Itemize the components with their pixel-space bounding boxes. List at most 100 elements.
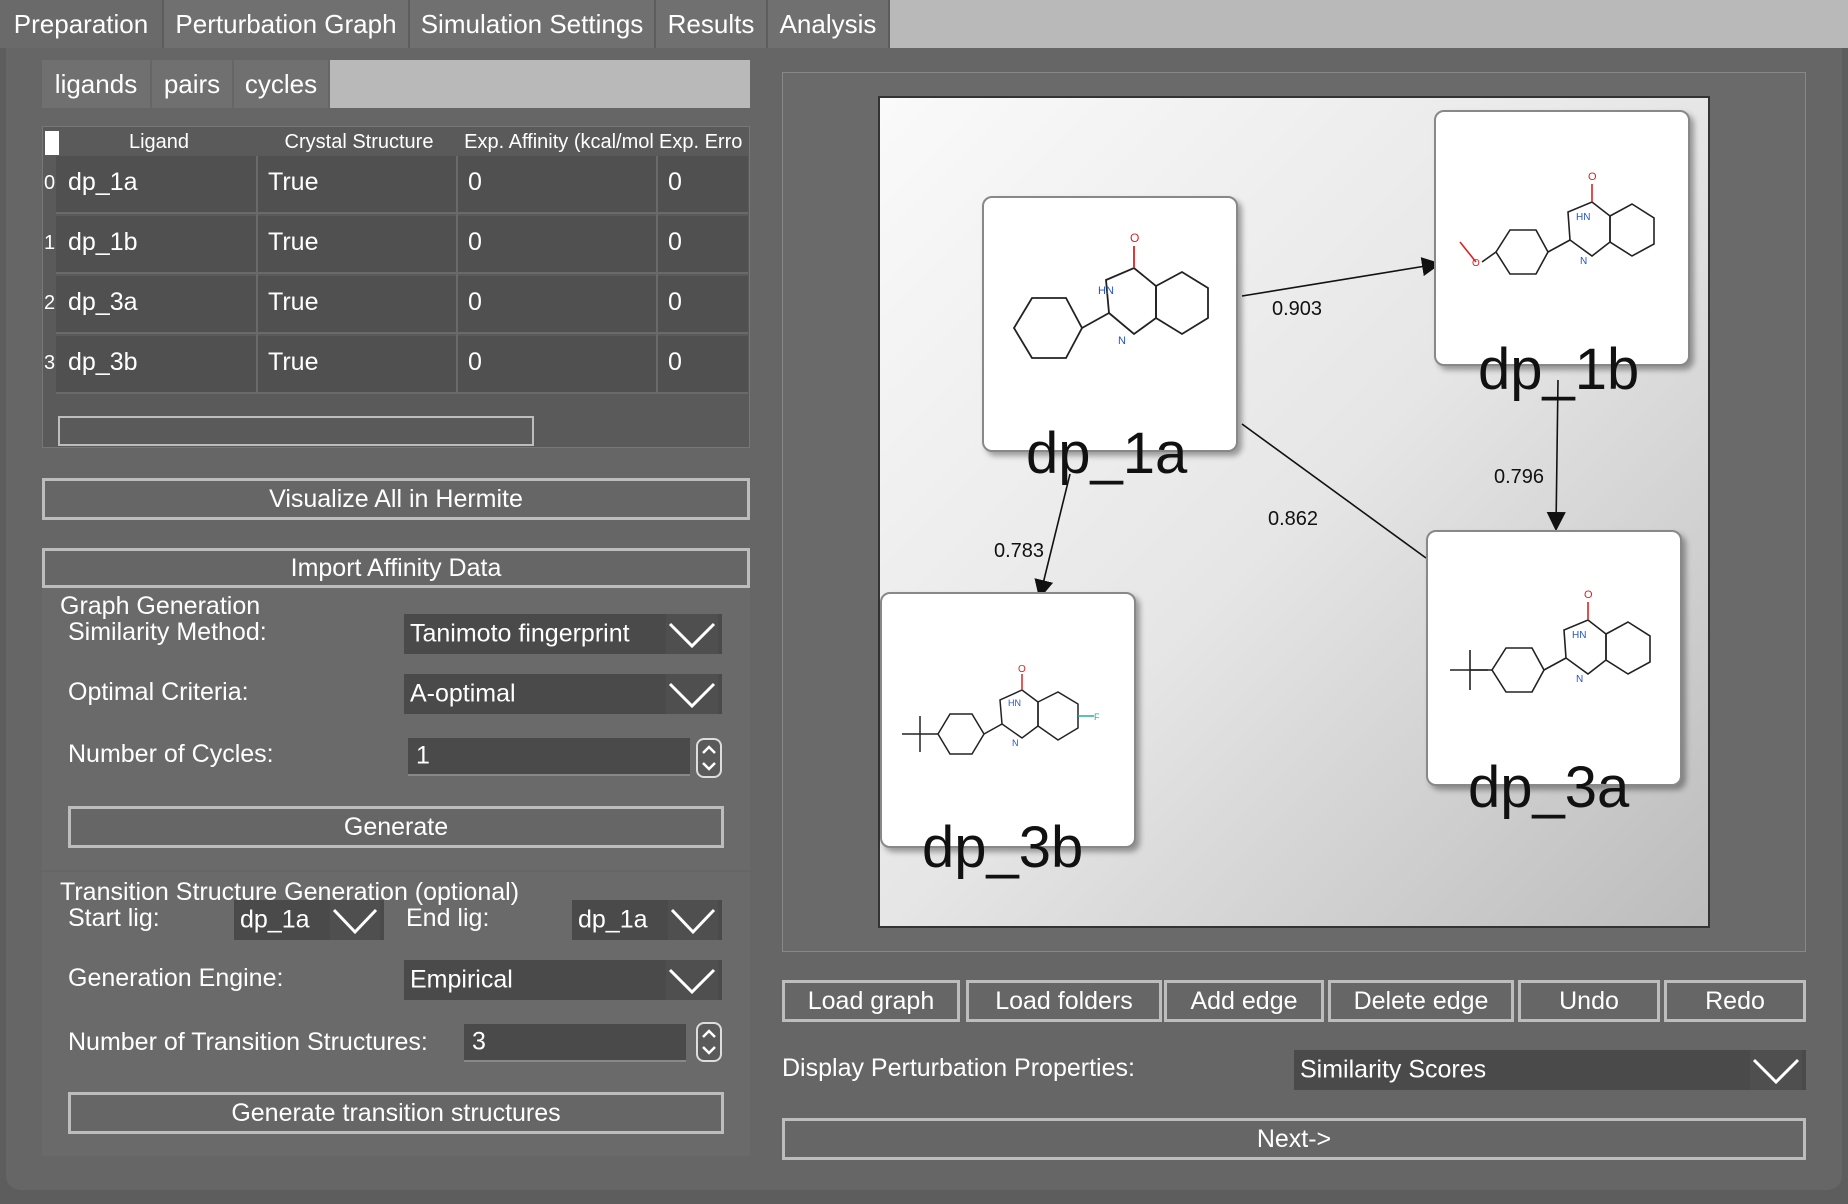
cell-error[interactable]: 0 xyxy=(668,168,682,196)
cell-affinity[interactable]: 0 xyxy=(468,348,482,376)
molecule-icon: HN N O F xyxy=(902,664,1100,755)
svg-text:HN: HN xyxy=(1098,285,1114,297)
generate-transition-button[interactable]: Generate transition structures xyxy=(68,1092,724,1134)
generation-engine-value: Empirical xyxy=(410,965,513,994)
edge-1a-3a[interactable] xyxy=(1241,423,1427,559)
graph-canvas[interactable]: HN N O dp_1a O HN N O dp_1b xyxy=(878,96,1710,928)
table-horizontal-scrollbar[interactable] xyxy=(58,416,534,446)
chevron-down-icon[interactable] xyxy=(1750,1050,1802,1090)
load-folders-button[interactable]: Load folders xyxy=(966,980,1162,1022)
start-lig-select[interactable]: dp_1a xyxy=(234,900,384,940)
cycles-stepper[interactable] xyxy=(696,738,722,778)
load-graph-button[interactable]: Load graph xyxy=(782,980,960,1022)
cell-crystal[interactable]: True xyxy=(268,348,319,376)
chevron-down-icon[interactable] xyxy=(330,900,380,940)
svg-text:O: O xyxy=(1588,171,1597,183)
graph-edges xyxy=(1034,257,1566,600)
cell-error[interactable]: 0 xyxy=(668,288,682,316)
subtab-cycles[interactable]: cycles xyxy=(234,60,330,108)
tab-perturbation-graph[interactable]: Perturbation Graph xyxy=(164,0,410,48)
cell-crystal[interactable]: True xyxy=(268,168,319,196)
chevron-down-icon[interactable] xyxy=(666,960,718,1000)
edge-1a-1b[interactable] xyxy=(1241,257,1442,297)
similarity-method-label: Similarity Method: xyxy=(68,618,267,646)
tab-preparation[interactable]: Preparation xyxy=(0,0,164,48)
chevron-down-icon[interactable] xyxy=(666,614,718,654)
cell-ligand[interactable]: dp_3b xyxy=(68,348,138,376)
row-index: 0 xyxy=(44,172,56,194)
similarity-method-value: Tanimoto fingerprint xyxy=(410,619,630,648)
node-label-dp-1a: dp_1a xyxy=(1026,421,1188,486)
table-row[interactable] xyxy=(56,336,748,394)
similarity-method-select[interactable]: Tanimoto fingerprint xyxy=(404,614,722,654)
svg-text:N: N xyxy=(1580,256,1587,267)
transition-count-stepper[interactable] xyxy=(696,1022,722,1062)
molecule-icon: O HN N O xyxy=(1459,171,1655,275)
header-affinity[interactable]: Exp. Affinity (kcal/mol xyxy=(464,131,654,153)
select-all-corner[interactable] xyxy=(45,131,59,155)
start-lig-value: dp_1a xyxy=(240,905,310,934)
subtab-ligands[interactable]: ligands xyxy=(42,60,152,108)
cell-crystal[interactable]: True xyxy=(268,228,319,256)
graph-node[interactable]: HN N O xyxy=(982,196,1238,452)
table-row[interactable] xyxy=(56,276,748,334)
molecule-icon: HN N O xyxy=(1012,231,1209,359)
transition-count-input[interactable]: 3 xyxy=(464,1024,686,1062)
import-affinity-button[interactable]: Import Affinity Data xyxy=(42,548,750,588)
column-divider xyxy=(656,156,658,394)
header-crystal[interactable]: Crystal Structure xyxy=(284,131,434,153)
node-label-dp-3a: dp_3a xyxy=(1468,755,1630,820)
table-row[interactable] xyxy=(56,156,748,214)
svg-text:N: N xyxy=(1576,674,1583,685)
svg-text:F: F xyxy=(1094,712,1100,722)
node-label-dp-1b: dp_1b xyxy=(1478,337,1640,402)
transition-count-label: Number of Transition Structures: xyxy=(68,1028,428,1056)
generation-engine-label: Generation Engine: xyxy=(68,964,284,992)
cell-affinity[interactable]: 0 xyxy=(468,168,482,196)
display-properties-select[interactable]: Similarity Scores xyxy=(1294,1050,1806,1090)
column-divider xyxy=(456,156,458,394)
row-index: 3 xyxy=(44,352,56,374)
table-row[interactable] xyxy=(56,216,748,274)
next-button[interactable]: Next-> xyxy=(782,1118,1806,1160)
cell-ligand[interactable]: dp_3a xyxy=(68,288,138,316)
cell-ligand[interactable]: dp_1b xyxy=(68,228,138,256)
cell-affinity[interactable]: 0 xyxy=(468,228,482,256)
display-properties-value: Similarity Scores xyxy=(1300,1055,1487,1084)
graph-node[interactable]: HN N O xyxy=(1426,530,1682,786)
graph-node[interactable]: HN N O F xyxy=(880,592,1136,848)
cell-error[interactable]: 0 xyxy=(668,228,682,256)
undo-button[interactable]: Undo xyxy=(1518,980,1660,1022)
edge-score: 0.903 xyxy=(1272,298,1323,320)
edge-score: 0.783 xyxy=(994,540,1045,562)
end-lig-label: End lig: xyxy=(406,904,490,932)
cell-crystal[interactable]: True xyxy=(268,288,319,316)
end-lig-select[interactable]: dp_1a xyxy=(572,900,722,940)
redo-button[interactable]: Redo xyxy=(1664,980,1806,1022)
number-of-cycles-input[interactable]: 1 xyxy=(408,738,690,776)
generation-engine-select[interactable]: Empirical xyxy=(404,960,722,1000)
delete-edge-button[interactable]: Delete edge xyxy=(1328,980,1514,1022)
header-ligand[interactable]: Ligand xyxy=(128,131,190,153)
row-index: 2 xyxy=(44,292,56,314)
chevron-down-icon[interactable] xyxy=(668,900,718,940)
cell-affinity[interactable]: 0 xyxy=(468,288,482,316)
graph-node[interactable]: O HN N O xyxy=(1434,110,1690,366)
generate-button[interactable]: Generate xyxy=(68,806,724,848)
subtab-pairs[interactable]: pairs xyxy=(152,60,234,108)
edge-1a-3b[interactable] xyxy=(1034,473,1071,600)
edge-score: 0.796 xyxy=(1494,466,1545,488)
tab-simulation-settings[interactable]: Simulation Settings xyxy=(410,0,656,48)
chevron-down-icon[interactable] xyxy=(666,674,718,714)
cell-error[interactable]: 0 xyxy=(668,348,682,376)
cell-ligand[interactable]: dp_1a xyxy=(68,168,138,196)
edge-1b-3a[interactable] xyxy=(1546,379,1566,532)
header-error[interactable]: Exp. Erro xyxy=(659,131,743,153)
tab-results[interactable]: Results xyxy=(656,0,768,48)
graph-generation-title: Graph Generation xyxy=(60,592,261,620)
add-edge-button[interactable]: Add edge xyxy=(1164,980,1324,1022)
optimal-criteria-select[interactable]: A-optimal xyxy=(404,674,722,714)
visualize-all-button[interactable]: Visualize All in Hermite xyxy=(42,478,750,520)
molecule-icon: HN N O xyxy=(1450,589,1651,693)
tab-analysis[interactable]: Analysis xyxy=(768,0,890,48)
